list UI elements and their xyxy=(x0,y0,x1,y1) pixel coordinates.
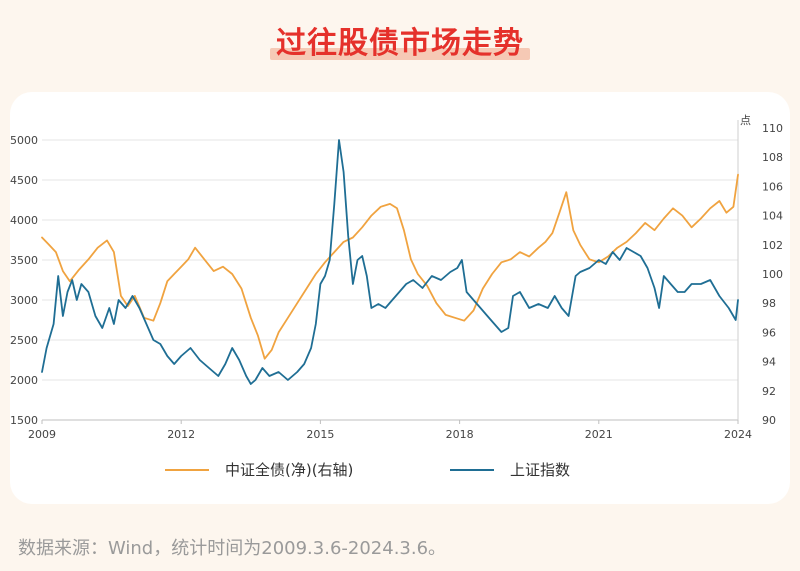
series-line-index xyxy=(41,139,739,385)
legend: 中证全债(净)(右轴) 上证指数 xyxy=(165,461,570,479)
x-tick-label: 2015 xyxy=(306,428,334,441)
y-right-tick-label: 106 xyxy=(762,180,783,193)
page-title-text: 过往股债市场走势 xyxy=(276,26,524,61)
x-tick-label: 2021 xyxy=(585,428,613,441)
legend-label: 上证指数 xyxy=(510,461,570,479)
y-right-tick-label: 94 xyxy=(762,356,776,369)
title-wrap: 过往股债市场走势 xyxy=(0,18,800,62)
x-tick-label: 2009 xyxy=(28,428,56,441)
legend-label: 中证全债(净)(右轴) xyxy=(225,461,353,479)
y-left-tick-label: 1500 xyxy=(10,414,38,427)
y-left-tick-label: 4500 xyxy=(10,174,38,187)
y-right-tick-label: 96 xyxy=(762,326,776,339)
x-tick-label: 2012 xyxy=(167,428,195,441)
y-right-tick-label: 100 xyxy=(762,268,783,281)
grid-layer xyxy=(42,139,738,421)
y-right-tick-label: 108 xyxy=(762,151,783,164)
y-right-unit-label: 点 xyxy=(740,114,751,127)
y-right-tick-label: 98 xyxy=(762,297,776,310)
y-left-tick-label: 3000 xyxy=(10,294,38,307)
y-right-tick-label: 102 xyxy=(762,239,783,252)
y-left-tick-label: 2000 xyxy=(10,374,38,387)
source-note: 数据来源：Wind，统计时间为2009.3.6-2024.3.6。 xyxy=(18,538,447,559)
y-left-tick-label: 5000 xyxy=(10,134,38,147)
y-right-tick-label: 110 xyxy=(762,122,783,135)
x-tick-label: 2024 xyxy=(724,428,752,441)
chart-card: 1500 2000 2500 3000 3500 4000 4500 5000 90 92 94 96… xyxy=(10,92,790,504)
y-right-tick-label: 92 xyxy=(762,385,776,398)
series-line-bond xyxy=(41,173,739,360)
y-right-tick-label: 104 xyxy=(762,210,783,223)
y-left-tick-label: 2500 xyxy=(10,334,38,347)
series-layer xyxy=(41,139,739,385)
x-tick-label: 2018 xyxy=(446,428,474,441)
y-left-tick-label: 4000 xyxy=(10,214,38,227)
line-chart: 1500 2000 2500 3000 3500 4000 4500 5000 90 92 94 96… xyxy=(10,114,783,479)
page-title: 过往股债市场走势 xyxy=(270,18,530,62)
y-left-tick-label: 3500 xyxy=(10,254,38,267)
y-right-tick-label: 90 xyxy=(762,414,776,427)
axis-layer: 1500 2000 2500 3000 3500 4000 4500 5000 90 92 94 96… xyxy=(10,114,783,441)
